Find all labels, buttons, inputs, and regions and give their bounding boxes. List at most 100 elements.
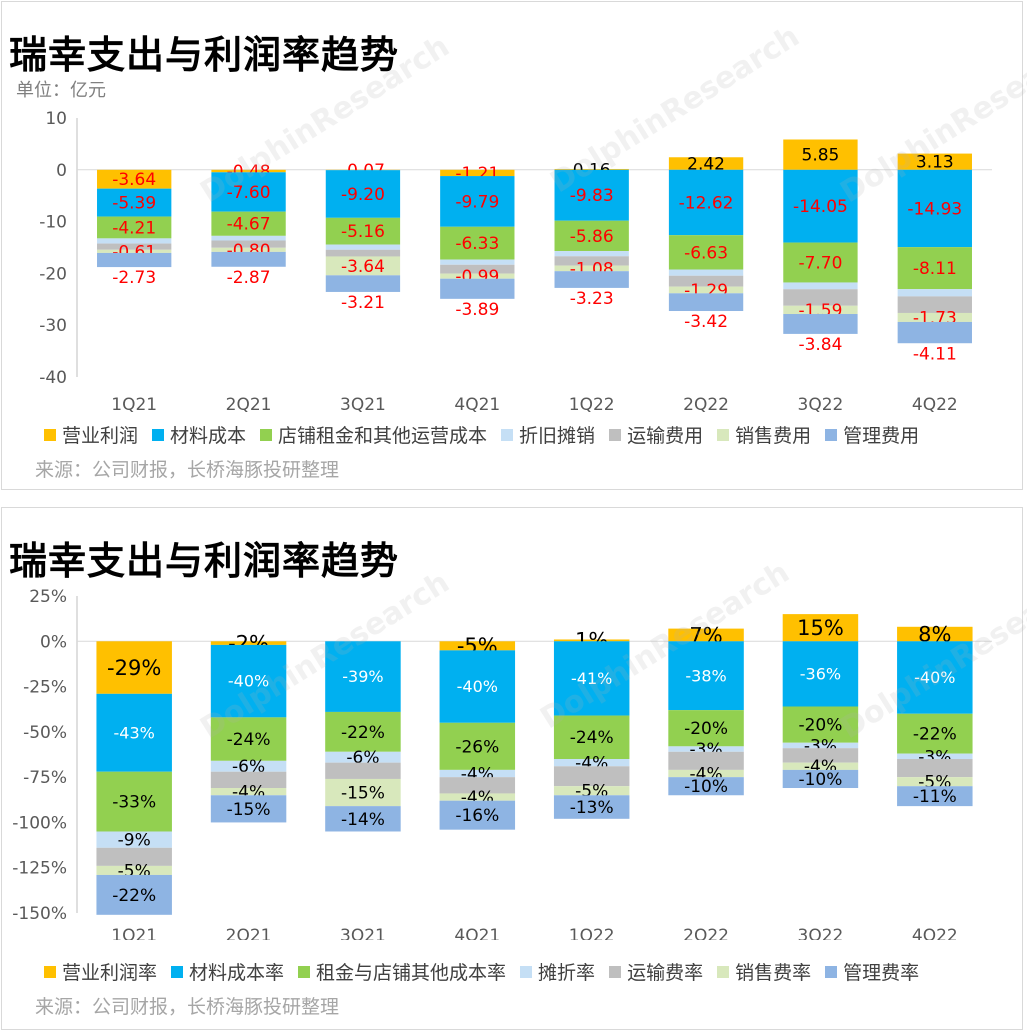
bar-segment — [210, 644, 287, 718]
x-tick-label: 1Q21 — [111, 395, 157, 415]
x-tick-label: 3Q21 — [340, 395, 386, 415]
bar-segment — [553, 766, 630, 787]
legend-label: 营业利润 — [62, 425, 139, 447]
bar-segment — [211, 247, 286, 252]
data-label: -14% — [341, 810, 385, 830]
bar-segment — [96, 874, 172, 915]
data-label: 15% — [797, 616, 844, 640]
data-label: -40% — [914, 668, 955, 687]
legend: 营业利润率 材料成本率 租金与店铺其他成本率 摊折率 运输费率 销售费率 管理费率 — [44, 958, 933, 985]
data-label: -3.21 — [341, 293, 385, 313]
x-tick-label: 3Q22 — [798, 395, 844, 415]
legend-item: 销售费率 — [717, 958, 811, 985]
bar-segment — [554, 256, 629, 266]
bar-segment — [668, 275, 744, 287]
bar-segment — [897, 321, 972, 344]
y-tick-label: -25% — [23, 678, 67, 698]
legend-item: 店铺租金和其他运营成本 — [260, 421, 487, 448]
data-label: -3.89 — [455, 300, 499, 320]
bar-segment — [211, 211, 286, 236]
bar-segment — [553, 639, 630, 642]
bar-segment — [210, 771, 287, 789]
bar-segment — [897, 786, 973, 807]
bar-segment — [553, 641, 630, 716]
chart-panel-ratios: 瑞幸支出与利润率趋势 25% 0% -25% -50% -75% -100% -125% -1… — [1, 507, 1027, 1030]
legend-label: 材料成本率 — [189, 962, 285, 984]
bar-segment — [439, 650, 516, 723]
y-tick-label: -50% — [23, 723, 67, 743]
legend-swatch — [298, 965, 311, 978]
data-label: -13% — [570, 798, 614, 818]
bar-segment — [440, 226, 515, 260]
bar-segment — [325, 641, 401, 712]
bar-segment — [897, 312, 972, 322]
data-label: -6.63 — [684, 243, 728, 263]
data-label: -39% — [342, 667, 383, 686]
data-label: -11% — [913, 787, 957, 807]
bar-segment — [783, 242, 858, 283]
bar-segment — [897, 247, 972, 290]
data-label: -10% — [798, 770, 842, 790]
data-label: -5.39 — [112, 194, 156, 214]
legend-swatch — [171, 965, 184, 978]
bar-segment — [325, 217, 401, 245]
bar-segment — [668, 269, 744, 276]
legend-label: 折旧摊销 — [519, 425, 596, 447]
data-label: -9.83 — [570, 186, 614, 206]
chart-title: 瑞幸支出与利润率趋势 — [9, 539, 400, 583]
bar-segment — [439, 793, 516, 801]
data-label: -9% — [118, 831, 151, 851]
legend-item: 运输费率 — [609, 958, 703, 985]
bar-segment — [97, 216, 172, 239]
data-label: -14.93 — [907, 199, 962, 219]
data-label: -22% — [341, 723, 385, 743]
bar-segment — [325, 256, 401, 276]
bar-segment — [783, 289, 858, 306]
bar-segment — [210, 760, 287, 772]
bar-segment — [97, 169, 172, 189]
y-tick-label: -75% — [23, 768, 67, 788]
bar-segment — [897, 753, 973, 760]
legend-label: 运输费率 — [627, 962, 704, 984]
data-label: -20% — [684, 719, 728, 739]
data-label: -8.11 — [913, 259, 957, 279]
x-tick-label: 1Q22 — [569, 926, 615, 940]
data-label: -29% — [107, 656, 161, 680]
legend-swatch — [520, 965, 533, 978]
unit-label: 单位：亿元 — [16, 80, 106, 101]
data-label: -7.70 — [798, 253, 842, 273]
data-label: -40% — [457, 677, 498, 696]
bar-segment — [325, 170, 401, 218]
legend-label: 营业利润率 — [62, 962, 158, 984]
legend-item: 营业利润率 — [44, 958, 157, 985]
x-tick-label: 2Q21 — [226, 926, 272, 940]
bar-segment — [554, 265, 629, 272]
bar-segment — [554, 168, 629, 170]
data-label: -41% — [571, 669, 612, 688]
legend-label: 运输费用 — [627, 425, 704, 447]
legend: 营业利润 材料成本 店铺租金和其他运营成本 折旧摊销 运输费用 销售费用 管理费用 — [44, 421, 933, 448]
data-label: -15% — [227, 800, 271, 820]
bar-segment — [897, 296, 972, 313]
bar-segment — [97, 252, 172, 268]
bar-segment — [96, 831, 172, 848]
y-tick-label: 0 — [56, 161, 67, 181]
x-tick-label: 4Q21 — [454, 926, 500, 940]
data-label: -9.79 — [455, 192, 499, 212]
bar-segment — [782, 762, 859, 770]
legend-item: 材料成本 — [152, 421, 246, 448]
bar-segment — [97, 243, 172, 250]
data-label: -36% — [800, 664, 841, 683]
y-tick-label: -10 — [39, 213, 67, 233]
legend-item: 摊折率 — [520, 958, 595, 985]
data-label: -2.87 — [227, 268, 271, 288]
bar-segment — [554, 169, 629, 221]
data-label: -3.64 — [112, 170, 156, 190]
data-label: -22% — [913, 725, 957, 745]
bar-segment — [440, 176, 515, 227]
data-label: 3.13 — [916, 153, 954, 173]
y-tick-label: -40 — [39, 368, 67, 388]
data-label: -7.60 — [227, 183, 271, 203]
bar-segment — [782, 614, 859, 642]
bar-segment — [668, 286, 744, 294]
